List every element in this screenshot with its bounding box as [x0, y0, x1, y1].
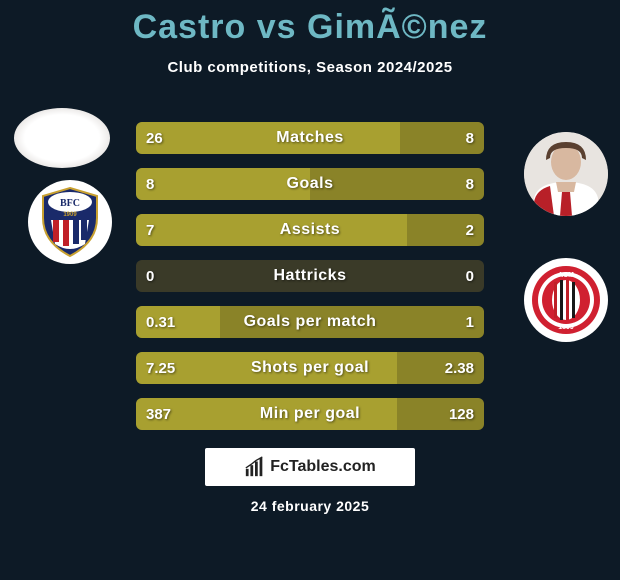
player-left-avatar — [14, 108, 110, 168]
footer-brand-box: FcTables.com — [205, 448, 415, 486]
player-right-avatar — [524, 132, 608, 216]
stat-label: Goals per match — [136, 306, 484, 338]
stat-value-right: 2.38 — [445, 352, 474, 384]
stat-label: Matches — [136, 122, 484, 154]
fctables-logo-icon — [244, 456, 266, 478]
stat-value-right: 8 — [466, 122, 474, 154]
stat-value-right: 0 — [466, 260, 474, 292]
stat-value-left: 7.25 — [146, 352, 175, 384]
stats-container: Matches268Goals88Assists72Hattricks00Goa… — [136, 122, 484, 444]
club-left-badge: BFC 1909 — [28, 180, 112, 264]
stat-row: Hattricks0 0 — [136, 260, 484, 292]
stat-value-left: 26 — [146, 122, 163, 154]
stat-row: Min per goal387 128 — [136, 398, 484, 430]
stat-row: Assists7 2 — [136, 214, 484, 246]
svg-text:ACM: ACM — [558, 272, 574, 279]
svg-text:1909: 1909 — [63, 212, 77, 218]
club-right-badge: ACM 1899 — [524, 258, 608, 342]
stat-value-left: 8 — [146, 168, 154, 200]
date-text: 24 february 2025 — [0, 498, 620, 514]
stat-label: Shots per goal — [136, 352, 484, 384]
stat-row: Goals8 8 — [136, 168, 484, 200]
stat-label: Min per goal — [136, 398, 484, 430]
stat-row: Matches26 8 — [136, 122, 484, 154]
stat-label: Hattricks — [136, 260, 484, 292]
stat-value-left: 387 — [146, 398, 171, 430]
svg-text:1899: 1899 — [558, 324, 574, 331]
stat-value-right: 1 — [466, 306, 474, 338]
stat-value-left: 0.31 — [146, 306, 175, 338]
stat-row: Shots per goal7.25 2.38 — [136, 352, 484, 384]
page-title: Castro vs GimÃ©nez — [0, 0, 620, 47]
footer-brand-text: FcTables.com — [270, 458, 376, 476]
stat-value-left: 7 — [146, 214, 154, 246]
svg-text:BFC: BFC — [60, 198, 80, 209]
stat-value-left: 0 — [146, 260, 154, 292]
stat-row: Goals per match0.31 1 — [136, 306, 484, 338]
stat-value-right: 8 — [466, 168, 474, 200]
stat-value-right: 2 — [466, 214, 474, 246]
stat-label: Assists — [136, 214, 484, 246]
stat-label: Goals — [136, 168, 484, 200]
subtitle: Club competitions, Season 2024/2025 — [0, 59, 620, 76]
stat-value-right: 128 — [449, 398, 474, 430]
